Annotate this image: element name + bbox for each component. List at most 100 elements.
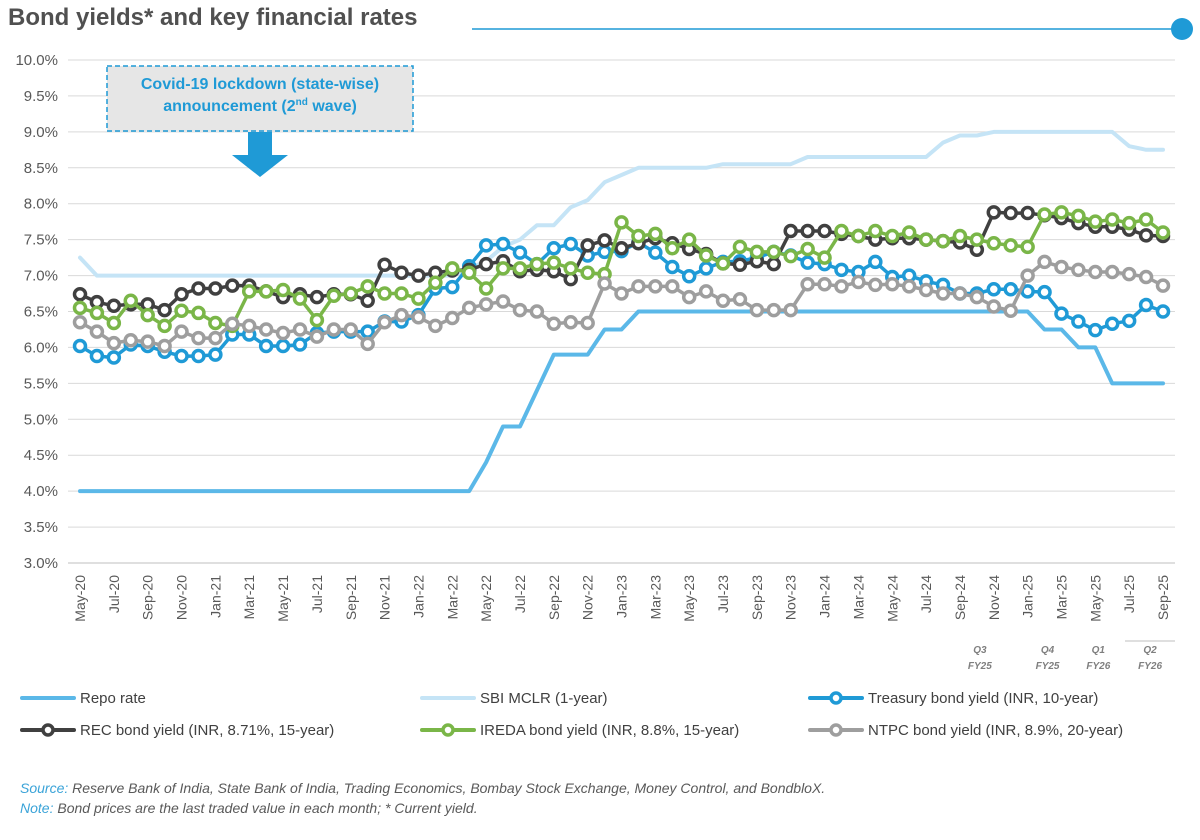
y-tick-label: 9.5%: [24, 88, 58, 105]
legend-swatch: [420, 723, 476, 737]
x-tick-label: Jul-22: [512, 575, 528, 613]
data-point: [1121, 215, 1137, 231]
data-point: [563, 236, 578, 252]
data-point: [411, 309, 426, 325]
x-tick-label: Jul-21: [309, 575, 325, 613]
x-tick-label: May-22: [478, 575, 494, 622]
data-point: [157, 318, 172, 334]
data-point: [783, 248, 798, 264]
data-point: [1155, 304, 1171, 319]
data-point: [377, 286, 392, 301]
data-point: [174, 287, 189, 302]
data-point: [411, 291, 426, 306]
y-tick-label: 5.0%: [24, 411, 58, 428]
y-tick-label: 4.5%: [24, 447, 58, 464]
x-tick-label: May-25: [1087, 575, 1103, 622]
data-point: [495, 294, 511, 309]
data-point: [326, 288, 342, 303]
legend-label: REC bond yield (INR, 8.71%, 15-year): [80, 721, 335, 739]
data-point: [461, 265, 477, 280]
data-point: [106, 298, 122, 314]
data-point: [885, 228, 900, 244]
data-point: [495, 236, 511, 252]
data-point: [292, 337, 308, 352]
data-point: [614, 215, 629, 230]
quarter-label-fy: FY25: [968, 661, 992, 672]
data-point: [1054, 205, 1069, 220]
data-point: [698, 248, 714, 263]
legend-label: Treasury bond yield (INR, 10-year): [868, 689, 1099, 707]
data-point: [631, 279, 646, 294]
data-point: [309, 329, 325, 344]
data-point: [106, 350, 122, 365]
data-point: [1020, 239, 1035, 255]
data-point: [681, 232, 697, 247]
y-tick-label: 8.0%: [24, 196, 58, 213]
data-point: [1020, 284, 1035, 299]
quarter-label-fy: FY26: [1086, 661, 1110, 672]
legend-item: NTPC bond yield (INR, 8.9%, 20-year): [808, 720, 1123, 740]
x-tick-label: Jan-25: [1020, 575, 1036, 618]
data-point: [1003, 205, 1018, 221]
x-tick-label: Jan-23: [614, 575, 630, 618]
quarter-label: Q3 FY25: [968, 645, 992, 672]
data-point: [597, 244, 612, 260]
x-tick-label: May-20: [72, 575, 88, 622]
data-point: [225, 278, 240, 293]
quarter-label: Q2 FY26: [1138, 645, 1162, 672]
x-tick-label: Sep-21: [343, 575, 359, 620]
data-point: [1155, 225, 1171, 240]
data-point: [597, 276, 612, 291]
data-point: [614, 241, 629, 256]
data-point: [614, 286, 629, 301]
source-label: Source:: [20, 780, 69, 796]
data-point: [191, 281, 206, 296]
data-point: [208, 330, 223, 346]
data-point: [986, 281, 1002, 297]
x-tick-label: Sep-22: [546, 575, 562, 620]
data-point: [800, 276, 815, 292]
data-point: [191, 305, 206, 321]
data-point: [952, 286, 968, 301]
quarter-label-q: Q2: [1143, 645, 1157, 656]
data-point: [140, 334, 155, 349]
y-tick-label: 6.0%: [24, 339, 58, 356]
data-point: [512, 261, 528, 276]
data-point: [377, 315, 392, 330]
data-point: [1088, 214, 1103, 229]
lockdown-annotation-line1: Covid-19 lockdown (state-wise): [141, 76, 379, 93]
data-point: [580, 238, 595, 253]
x-tick-label: May-23: [681, 575, 697, 622]
data-point: [817, 276, 832, 292]
data-point: [868, 254, 883, 270]
x-tick-label: Sep-20: [140, 575, 156, 620]
data-point: [157, 338, 172, 354]
data-point: [648, 226, 663, 242]
data-point: [208, 347, 223, 362]
x-tick-label: Mar-24: [850, 575, 866, 620]
series-ntpc: [72, 254, 1171, 354]
data-point: [309, 312, 325, 328]
data-point: [851, 228, 866, 244]
x-tick-label: Sep-24: [952, 575, 968, 620]
data-point: [986, 299, 1002, 314]
legend-item: REC bond yield (INR, 8.71%, 15-year): [20, 720, 334, 740]
data-point: [411, 268, 426, 283]
data-point: [241, 284, 257, 299]
data-point: [258, 338, 274, 354]
y-tick-label: 9.0%: [24, 124, 58, 141]
data-point: [360, 279, 375, 294]
data-point: [1121, 313, 1137, 329]
data-point: [343, 286, 358, 301]
quarter-label-q: Q1: [1092, 645, 1106, 656]
data-point: [394, 265, 409, 280]
data-point: [631, 228, 646, 244]
data-point: [478, 281, 494, 296]
x-tick-label: Nov-23: [783, 575, 799, 620]
y-tick-label: 10.0%: [15, 52, 58, 69]
x-tick-label: Jul-23: [715, 575, 731, 613]
x-tick-label: Sep-25: [1155, 575, 1171, 620]
series-ireda: [72, 205, 1171, 334]
legend-item: Treasury bond yield (INR, 10-year): [808, 688, 1098, 708]
